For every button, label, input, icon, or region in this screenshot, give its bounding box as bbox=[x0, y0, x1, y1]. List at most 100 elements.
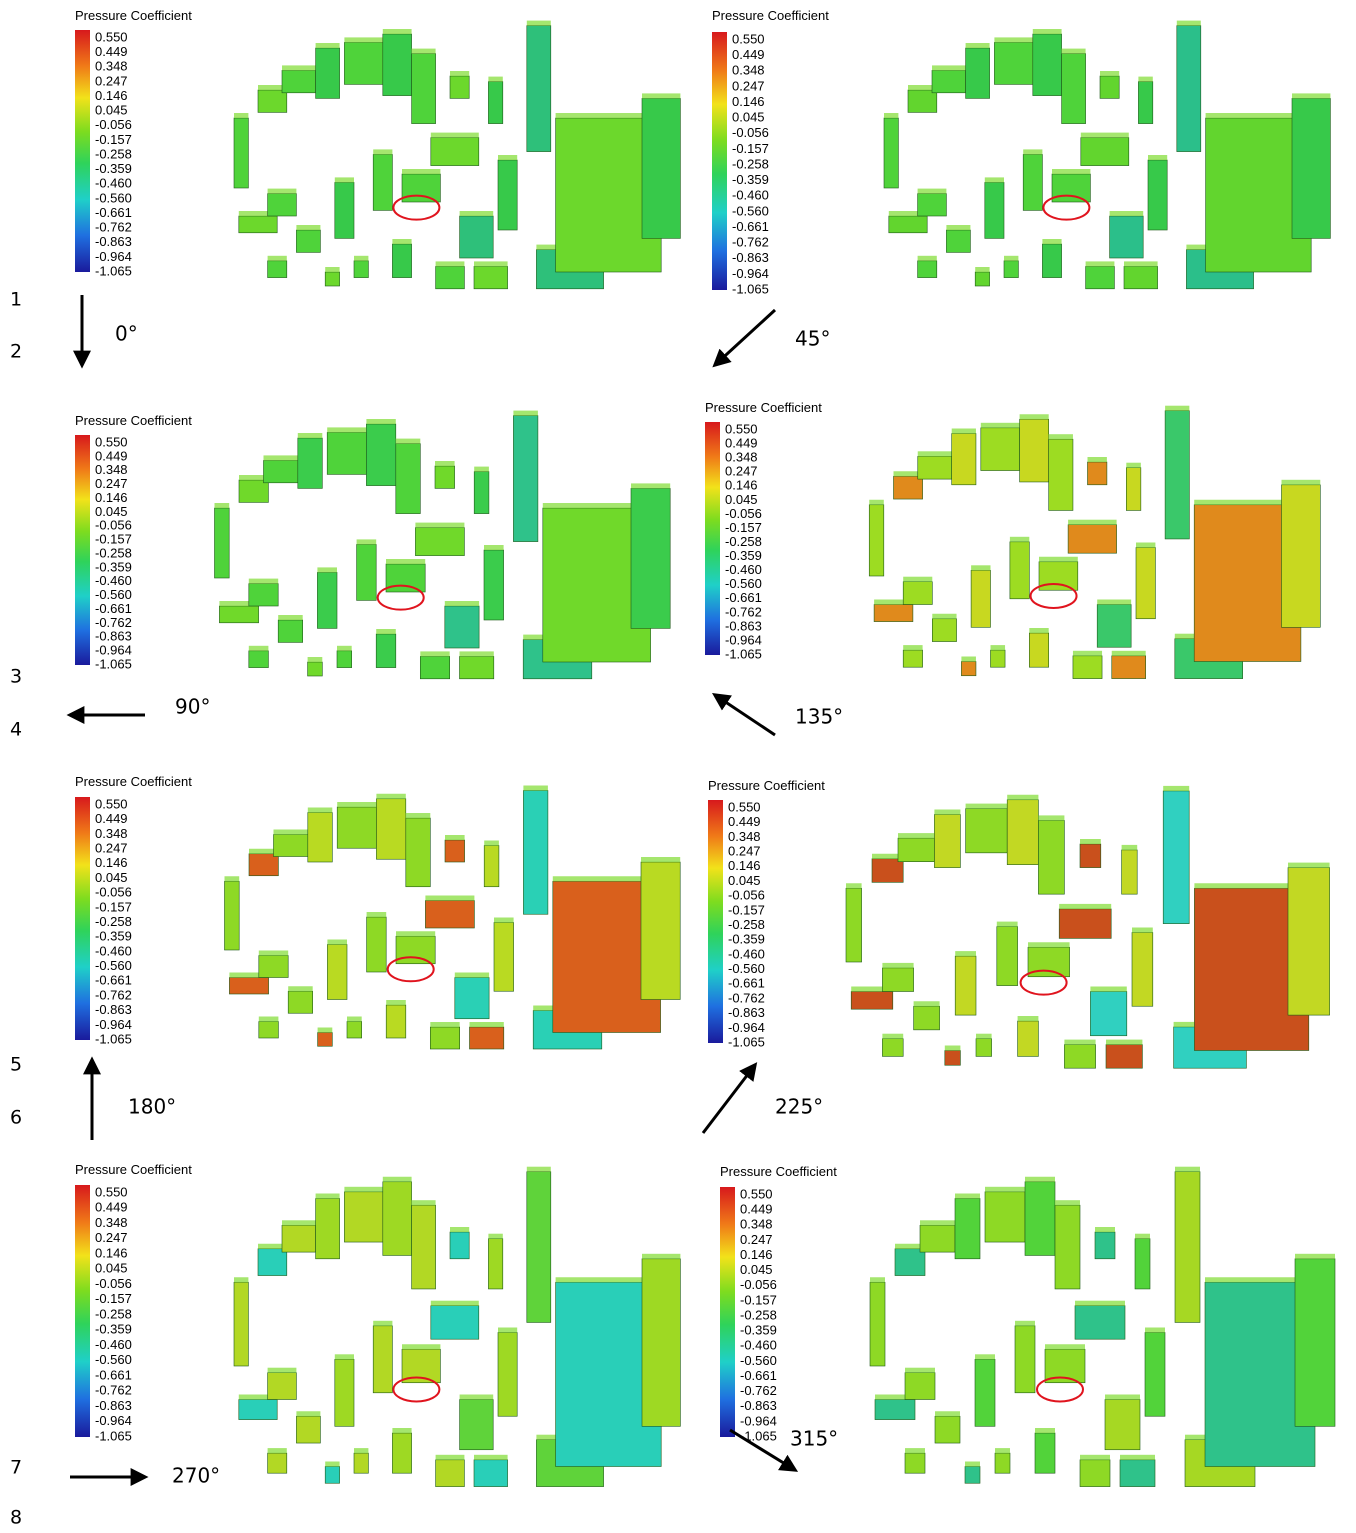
building-top bbox=[1135, 1233, 1150, 1239]
angle-label: 90° bbox=[175, 695, 210, 719]
building bbox=[375, 633, 397, 668]
colorbar-label: -0.863 bbox=[732, 250, 769, 265]
building bbox=[1038, 561, 1079, 591]
colorbar-label: 0.247 bbox=[728, 844, 761, 859]
building bbox=[1080, 137, 1130, 166]
building-top bbox=[337, 802, 377, 807]
building bbox=[287, 990, 314, 1014]
building-top bbox=[895, 1243, 925, 1249]
building-top bbox=[874, 599, 913, 605]
colorbar-label: 0.146 bbox=[728, 858, 761, 873]
building bbox=[1003, 260, 1019, 278]
building bbox=[315, 1198, 340, 1260]
building bbox=[845, 887, 862, 963]
building-top bbox=[1039, 556, 1078, 562]
building-top bbox=[402, 1344, 441, 1350]
building-top bbox=[965, 1461, 980, 1467]
legend-title: Pressure Coefficient bbox=[75, 8, 192, 23]
building bbox=[334, 1359, 355, 1427]
legend-title: Pressure Coefficient bbox=[75, 1162, 192, 1177]
colorbar-label: -0.762 bbox=[95, 1383, 132, 1398]
building bbox=[385, 563, 426, 593]
building bbox=[356, 544, 377, 601]
building bbox=[994, 1452, 1011, 1474]
building bbox=[931, 618, 957, 642]
legend-title: Pressure Coefficient bbox=[708, 778, 825, 793]
building bbox=[1109, 215, 1144, 259]
building-top bbox=[903, 576, 933, 582]
building-top bbox=[296, 1411, 321, 1417]
building-top bbox=[435, 461, 455, 466]
colorbar-label: -1.065 bbox=[740, 1428, 777, 1443]
building-top bbox=[1176, 20, 1201, 26]
building bbox=[1096, 604, 1132, 648]
building bbox=[382, 1181, 412, 1256]
building bbox=[267, 193, 297, 217]
colorbar-label: -0.762 bbox=[95, 220, 132, 235]
colorbar-label: -0.661 bbox=[728, 976, 765, 991]
building bbox=[1162, 790, 1190, 924]
building bbox=[1174, 1171, 1201, 1323]
building bbox=[454, 977, 490, 1020]
legend-title: Pressure Coefficient bbox=[720, 1164, 837, 1179]
colorbar-label: 0.045 bbox=[95, 504, 128, 519]
building bbox=[317, 572, 338, 629]
colorbar-label: 0.550 bbox=[725, 421, 758, 436]
building bbox=[944, 1050, 961, 1066]
building-top bbox=[1023, 149, 1043, 155]
angle-label: 315° bbox=[790, 1427, 838, 1451]
building bbox=[469, 1026, 505, 1050]
colorbar-label: -0.056 bbox=[732, 125, 769, 140]
highlight-ellipse bbox=[1029, 582, 1078, 609]
building bbox=[882, 967, 914, 992]
building-top bbox=[1121, 844, 1138, 850]
colorbar-label: -0.460 bbox=[95, 943, 132, 958]
building-top bbox=[234, 113, 249, 118]
building-top bbox=[325, 1461, 340, 1467]
colorbar-label: -0.359 bbox=[95, 559, 132, 574]
building-top bbox=[327, 427, 367, 433]
colorbar-label: -0.560 bbox=[725, 576, 762, 591]
colorbar-label: -0.863 bbox=[725, 618, 762, 633]
building bbox=[429, 1026, 460, 1050]
colorbar-label: -0.258 bbox=[95, 146, 132, 161]
building-top bbox=[347, 1016, 362, 1022]
angle-label: 180° bbox=[128, 1095, 176, 1119]
building-top bbox=[337, 645, 352, 651]
building-top bbox=[1064, 1039, 1096, 1045]
building-top bbox=[325, 267, 340, 272]
building bbox=[1034, 1432, 1056, 1474]
building-top bbox=[555, 1277, 662, 1283]
building bbox=[238, 1399, 278, 1420]
building-top bbox=[1097, 599, 1132, 605]
building-top bbox=[435, 261, 465, 267]
building bbox=[327, 944, 348, 1000]
colorbar-label: 0.348 bbox=[95, 1215, 128, 1230]
building-top bbox=[1009, 536, 1030, 542]
colorbar-label: 0.550 bbox=[95, 796, 128, 811]
building-top bbox=[267, 188, 297, 194]
building bbox=[980, 427, 1020, 471]
colorbar-label: 0.146 bbox=[725, 478, 758, 493]
building bbox=[366, 916, 387, 973]
colorbar-label: -0.056 bbox=[95, 885, 132, 900]
building-top bbox=[1045, 1344, 1085, 1350]
colorbar-label: -0.964 bbox=[728, 1020, 765, 1035]
building-top bbox=[239, 475, 269, 480]
colorbar-label: -0.661 bbox=[95, 205, 132, 220]
city-render bbox=[883, 20, 1331, 290]
colorbar-label: -0.964 bbox=[725, 632, 762, 647]
building bbox=[353, 1452, 369, 1474]
building bbox=[488, 1238, 504, 1290]
colorbar-label: 0.146 bbox=[95, 490, 128, 505]
building bbox=[904, 1372, 936, 1400]
building bbox=[434, 465, 455, 489]
building-top bbox=[1120, 1454, 1155, 1460]
line-number: 7 bbox=[10, 1457, 22, 1479]
colorbar-label: -0.560 bbox=[95, 958, 132, 973]
building bbox=[1126, 467, 1142, 511]
building bbox=[233, 1281, 249, 1367]
building-top bbox=[1019, 414, 1049, 420]
building bbox=[1131, 932, 1154, 1007]
colorbar-label: 0.045 bbox=[725, 492, 758, 507]
